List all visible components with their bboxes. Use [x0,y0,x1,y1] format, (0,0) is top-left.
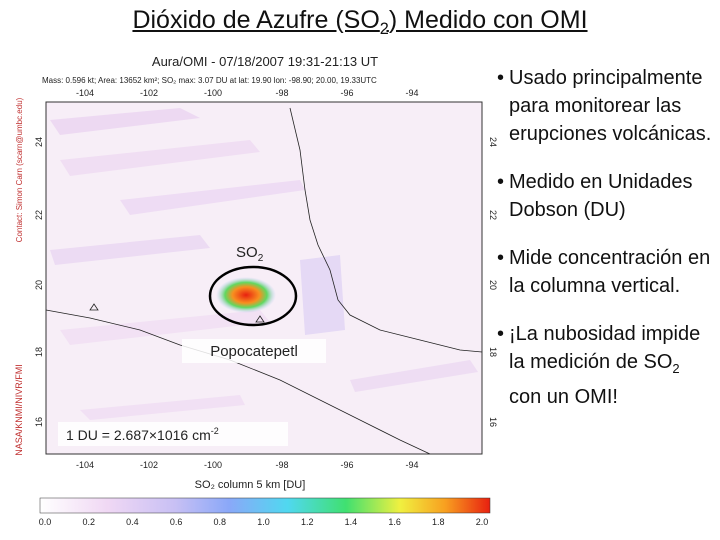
colorbar-tick-label: 1.8 [432,517,445,527]
slide-title: Dióxido de Azufre (SO2) Medido con OMI [0,6,720,39]
lon-label: -96 [340,88,353,98]
lat-label: 22 [34,210,44,220]
coastline [45,107,483,455]
lat-label: 18 [488,347,498,357]
bullet-text: Usado principalmente para monitorear las… [509,67,712,145]
lat-label: 16 [34,417,44,427]
bullet-text: Medido en Unidades Dobson (DU) [509,171,693,221]
lon-label: -94 [405,88,418,98]
lon-label: -96 [340,460,353,470]
colorbar-tick-label: 0.6 [170,517,183,527]
volcano-label: Popocatepetl [210,343,298,360]
du-text: 1 DU = 2.687×1016 cm [66,427,211,443]
bullet-list: Usado principalmente para monitorear las… [497,64,715,431]
map-subheader: Mass: 0.596 kt; Area: 13652 km²; SO₂ max… [42,76,377,85]
bullet: Usado principalmente para monitorear las… [497,64,715,148]
title-text: Dióxido de Azufre (SO [132,6,380,34]
colorbar-tick-label: 0.4 [126,517,139,527]
so2-label: SO2 [236,244,264,264]
volcano-marker [89,303,99,311]
bullet: Medido en Unidades Dobson (DU) [497,168,715,224]
contact-text: Contact: Simon Carn (scarn@umbc.edu) [15,97,24,242]
lat-label: 18 [34,347,44,357]
label-backdrop [182,339,326,363]
title-subscript: 2 [379,20,389,38]
plume-circle [208,265,298,327]
colorbar-tick-label: 1.6 [388,517,401,527]
lon-label: -102 [140,460,158,470]
volcano-marker [255,315,265,323]
du-superscript: -2 [211,426,219,436]
du-note: 1 DU = 2.687×1016 cm-2 [66,426,219,443]
lon-label: -100 [204,88,222,98]
lon-label: -100 [204,460,222,470]
lon-label: -104 [76,460,94,470]
so2-text: SO [236,244,258,261]
so2-subscript: 2 [258,253,264,264]
lon-label: -104 [76,88,94,98]
so2-plume [216,277,276,313]
colorbar-title: SO₂ column 5 km [DU] [195,479,306,491]
bullet-subscript: 2 [672,361,680,376]
bullet-text: con un OMI! [509,386,618,408]
cloud-streaks [50,108,478,420]
colorbar-tick-label: 0.2 [82,517,95,527]
map-header: Aura/OMI - 07/18/2007 19:31-21:13 UT [152,54,378,69]
lat-label: 20 [488,280,498,290]
credit-text: NASA/KNMI/NIVR/FMI [14,364,24,456]
bullet: ¡La nubosidad impide la medición de SO2 … [497,320,715,411]
bullet-text: ¡La nubosidad impide la medición de SO [509,323,701,373]
title-text: ) Medido con OMI [388,6,588,34]
bullet: Mide concentración en la columna vertica… [497,244,715,300]
lon-label: -102 [140,88,158,98]
colorbar-tick-label: 1.0 [257,517,270,527]
colorbar [39,497,491,514]
lat-label: 24 [488,137,498,147]
lon-label: -98 [275,88,288,98]
lat-label: 16 [488,417,498,427]
label-backdrop [58,422,288,446]
colorbar-tick-label: 0.8 [214,517,227,527]
colorbar-tick-label: 1.4 [345,517,358,527]
lat-label: 20 [34,280,44,290]
bullet-text: Mide concentración en la columna vertica… [509,247,711,297]
lon-label: -98 [275,460,288,470]
lat-label: 24 [34,137,44,147]
lon-label: -94 [405,460,418,470]
colorbar-tick-label: 2.0 [476,517,489,527]
lat-label: 22 [488,210,498,220]
colorbar-tick-label: 0.0 [39,517,52,527]
colorbar-tick-label: 1.2 [301,517,314,527]
